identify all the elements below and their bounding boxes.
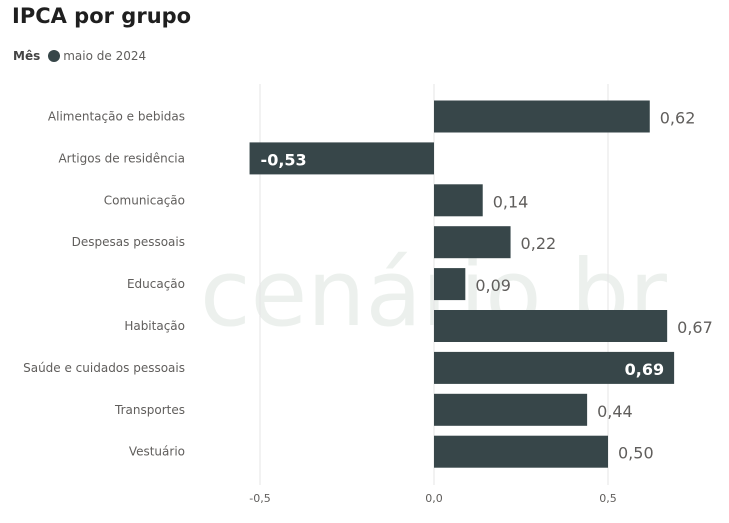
legend-entry-label: maio de 2024	[63, 49, 147, 63]
category-label: Comunicação	[104, 193, 185, 207]
legend-title: Mês	[13, 49, 41, 63]
category-label: Despesas pessoais	[72, 235, 185, 249]
category-label: Saúde e cuidados pessoais	[23, 361, 185, 375]
bar[interactable]	[434, 393, 588, 426]
bar[interactable]	[249, 142, 434, 175]
bar[interactable]	[434, 184, 483, 217]
data-labels: 0,62 -0,53 0,14 0,22 0,09 0,67 0,69 0,44 0,50	[261, 109, 713, 463]
legend-marker-icon	[48, 50, 61, 62]
data-label: 0,44	[597, 402, 633, 421]
category-label: Artigos de residência	[58, 151, 185, 165]
data-label: 0,62	[660, 109, 696, 128]
category-label: Habitação	[124, 319, 185, 333]
data-label: 0,09	[475, 276, 511, 295]
x-tick-label: 0,0	[425, 492, 443, 505]
bar[interactable]	[434, 435, 608, 468]
bar[interactable]	[434, 310, 668, 342]
bar[interactable]	[434, 226, 511, 259]
data-label: 0,50	[618, 444, 654, 463]
data-label: 0,67	[677, 318, 713, 337]
x-tick-label: 0,5	[599, 492, 617, 505]
bar[interactable]	[434, 268, 466, 301]
category-label: Educação	[127, 277, 185, 291]
data-label: 0,22	[521, 234, 557, 253]
bars	[249, 100, 675, 468]
legend: Mês maio de 2024	[13, 48, 146, 64]
data-label: 0,69	[625, 360, 664, 379]
x-tick-label: -0,5	[249, 492, 270, 505]
data-label: 0,14	[493, 192, 529, 211]
category-label: Vestuário	[129, 445, 185, 459]
chart-title: IPCA por grupo	[12, 4, 192, 28]
data-label: -0,53	[261, 150, 307, 169]
bar[interactable]	[434, 351, 675, 384]
category-label: Transportes	[114, 403, 185, 417]
category-labels: Alimentação e bebidas Artigos de residênc…	[23, 110, 185, 459]
category-label: Alimentação e bebidas	[48, 110, 185, 124]
x-axis-ticks: -0,5 0,0 0,5	[249, 492, 616, 505]
bar[interactable]	[434, 100, 650, 133]
